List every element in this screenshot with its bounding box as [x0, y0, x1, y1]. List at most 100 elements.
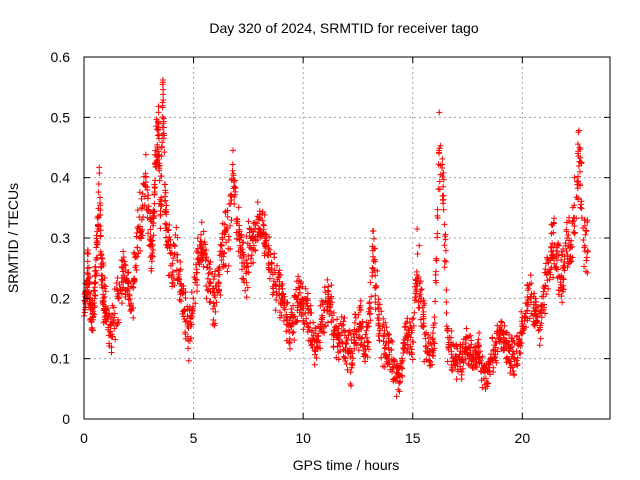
data-point — [256, 214, 263, 221]
data-point — [194, 235, 201, 242]
data-point — [189, 314, 196, 321]
data-point — [459, 353, 466, 360]
data-point — [111, 286, 118, 293]
data-point — [227, 222, 234, 229]
data-point — [414, 226, 421, 233]
data-point — [203, 247, 210, 254]
data-point — [437, 171, 444, 178]
y-tick-label: 0.2 — [51, 290, 71, 306]
data-point — [327, 308, 334, 315]
data-point — [414, 250, 421, 257]
data-point — [278, 312, 285, 319]
data-point — [94, 228, 101, 235]
data-point — [200, 246, 207, 253]
data-point — [445, 346, 452, 353]
data-point — [288, 311, 295, 318]
data-point — [533, 304, 540, 311]
data-point — [228, 197, 235, 204]
data-point — [261, 222, 268, 229]
data-point — [396, 371, 403, 378]
data-point — [440, 176, 447, 183]
data-point — [383, 352, 390, 359]
data-point — [507, 344, 514, 351]
data-point — [86, 264, 93, 271]
data-point — [179, 310, 186, 317]
data-point — [211, 292, 218, 299]
data-point — [190, 295, 197, 302]
data-point — [351, 319, 358, 326]
data-point — [235, 204, 242, 211]
data-point — [376, 337, 383, 344]
data-point — [177, 266, 184, 273]
y-tick-label: 0.6 — [51, 49, 71, 65]
data-point — [303, 315, 310, 322]
data-point — [95, 189, 102, 196]
data-point — [506, 341, 513, 348]
data-point — [349, 355, 356, 362]
data-point — [254, 199, 261, 206]
data-point — [445, 339, 452, 346]
data-point — [490, 347, 497, 354]
grid — [84, 57, 610, 419]
data-point — [168, 249, 175, 256]
data-point — [250, 259, 257, 266]
data-point — [212, 283, 219, 290]
data-point — [383, 324, 390, 331]
data-point — [149, 237, 156, 244]
data-point — [547, 266, 554, 273]
data-point — [121, 261, 128, 268]
data-point — [248, 255, 255, 262]
data-point — [163, 202, 170, 209]
data-point — [381, 333, 388, 340]
data-point — [211, 322, 218, 329]
data-point — [138, 235, 145, 242]
data-point — [313, 354, 320, 361]
data-point — [176, 267, 183, 274]
data-point — [410, 339, 417, 346]
data-point — [183, 318, 190, 325]
data-point — [103, 307, 110, 314]
data-point — [279, 300, 286, 307]
data-point — [487, 371, 494, 378]
data-point — [300, 305, 307, 312]
data-point — [355, 347, 362, 354]
data-point — [224, 268, 231, 275]
data-point — [432, 268, 439, 275]
data-point — [520, 323, 527, 330]
data-point — [348, 347, 355, 354]
data-point — [240, 239, 247, 246]
data-point — [398, 365, 405, 372]
data-point — [265, 262, 272, 269]
data-point — [401, 344, 408, 351]
data-point — [155, 109, 162, 116]
data-point — [144, 184, 151, 191]
data-point — [238, 231, 245, 238]
data-point — [511, 356, 518, 363]
data-point — [90, 327, 97, 334]
data-point — [131, 276, 138, 283]
data-point — [556, 287, 563, 294]
data-point — [176, 296, 183, 303]
data-point — [147, 226, 154, 233]
data-point — [204, 275, 211, 282]
data-point — [544, 256, 551, 263]
data-point — [374, 301, 381, 308]
data-point — [546, 276, 553, 283]
data-point — [257, 231, 264, 238]
data-point — [92, 264, 99, 271]
y-tick-labels: 0 0.1 0.2 0.3 0.4 0.5 0.6 — [51, 49, 71, 427]
data-point — [437, 162, 444, 169]
data-point — [524, 303, 531, 310]
data-point — [534, 313, 541, 320]
data-point — [221, 229, 228, 236]
data-point — [498, 318, 505, 325]
data-point — [150, 215, 157, 222]
data-point — [442, 236, 449, 243]
data-point — [540, 293, 547, 300]
data-point — [230, 179, 237, 186]
data-point — [414, 275, 421, 282]
data-point — [265, 245, 272, 252]
data-point — [436, 178, 443, 185]
data-point — [343, 361, 350, 368]
data-point — [375, 322, 382, 329]
